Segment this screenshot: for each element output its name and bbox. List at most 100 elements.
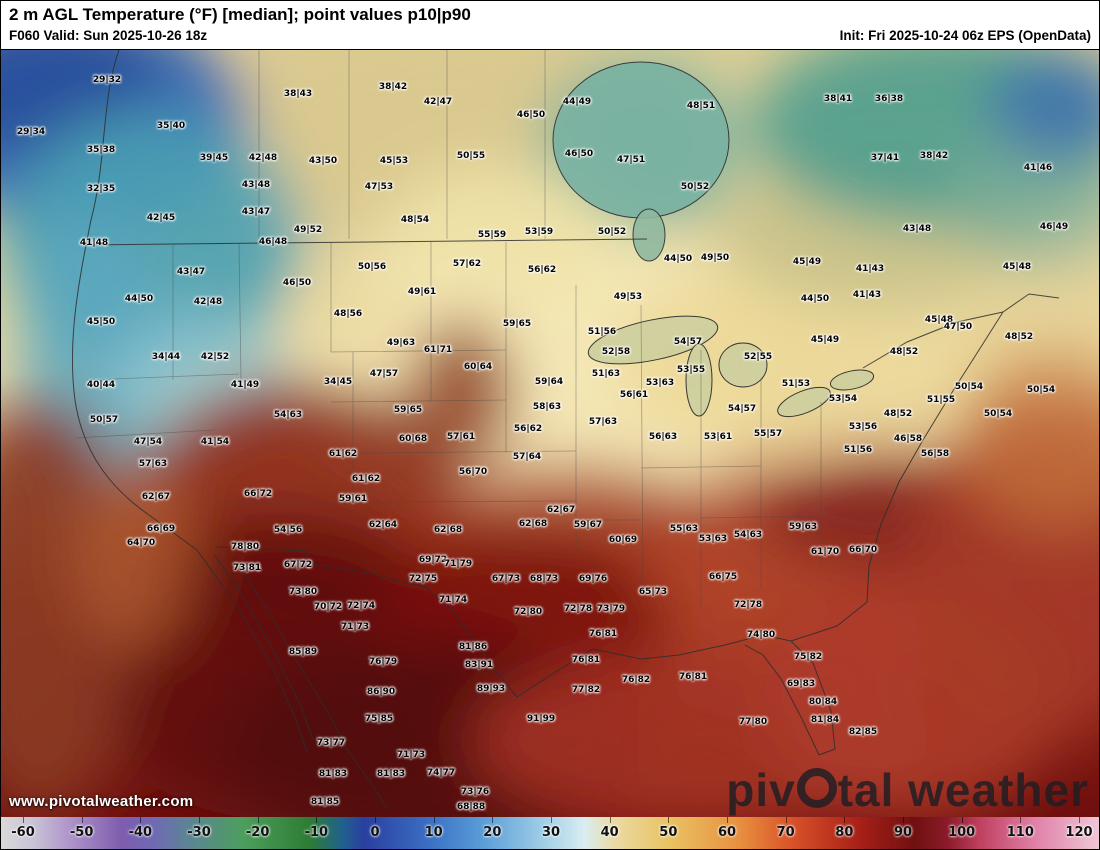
point-value: 29|32	[92, 75, 122, 85]
colorbar-tick-mark	[609, 817, 611, 823]
point-value: 61|71	[423, 345, 453, 355]
point-value: 42|48	[248, 153, 278, 163]
colorbar-tick-mark	[668, 817, 670, 823]
point-value: 56|61	[619, 390, 649, 400]
point-value: 81|83	[318, 769, 348, 779]
point-value: 61|70	[810, 547, 840, 557]
point-value: 59|64	[534, 377, 564, 387]
point-value: 48|52	[883, 409, 913, 419]
brand-watermark: piv tal weather	[726, 762, 1089, 818]
point-value: 41|48	[79, 238, 109, 248]
point-value: 71|73	[396, 750, 426, 760]
colorbar-tick-label: 40	[600, 825, 619, 840]
point-value: 52|55	[743, 352, 773, 362]
point-value: 50|52	[680, 182, 710, 192]
point-value: 47|53	[364, 182, 394, 192]
state-borders	[74, 50, 822, 610]
point-value: 50|54	[1026, 385, 1056, 395]
point-value: 66|75	[708, 572, 738, 582]
point-value: 53|63	[645, 378, 675, 388]
point-value: 48|51	[686, 101, 716, 111]
colorbar-tick-label: -50	[69, 825, 94, 840]
colorbar-tick-mark	[961, 817, 963, 823]
point-value: 51|53	[781, 379, 811, 389]
point-value: 69|72	[418, 555, 448, 565]
point-value: 72|78	[563, 604, 593, 614]
map-title: 2 m AGL Temperature (°F) [median]; point…	[9, 5, 471, 24]
point-value: 43|48	[241, 180, 271, 190]
point-value: 48|56	[333, 309, 363, 319]
colorbar-tick-label: 90	[893, 825, 913, 840]
point-value: 45|49	[792, 257, 822, 267]
point-value: 60|69	[608, 535, 638, 545]
point-value: 74|77	[426, 768, 456, 778]
point-value: 42|48	[193, 297, 223, 307]
great-lakes	[587, 315, 875, 418]
point-value: 59|65	[393, 405, 423, 415]
point-value: 86|90	[366, 687, 396, 697]
point-value: 46|50	[516, 110, 546, 120]
point-value: 81|84	[810, 715, 840, 725]
colorbar-tick-label: 110	[1006, 825, 1034, 840]
colorbar-tick-mark	[257, 817, 259, 823]
point-value: 74|80	[746, 630, 776, 640]
point-value: 78|80	[230, 542, 260, 552]
point-value: 46|49	[1039, 222, 1069, 232]
point-value: 50|52	[597, 227, 627, 237]
point-value: 50|57	[89, 415, 119, 425]
point-value: 55|57	[753, 429, 783, 439]
colorbar-tick-mark	[844, 817, 846, 823]
point-value: 50|54	[954, 382, 984, 392]
map-canvas[interactable]: 29|32 38|43 38|42 42|47 46|50 44|49 48|51 38|41…	[1, 49, 1099, 819]
point-value: 57|61	[446, 432, 476, 442]
point-value: 47|50	[943, 322, 973, 332]
colorbar-tick-label: 0	[370, 825, 380, 840]
point-value: 41|54	[200, 437, 230, 447]
point-value: 71|73	[340, 622, 370, 632]
point-value: 57|62	[452, 259, 482, 269]
colorbar-tick-label: 120	[1065, 825, 1093, 840]
point-value: 62|64	[368, 520, 398, 530]
point-value: 50|54	[983, 409, 1013, 419]
temperature-field-svg	[1, 50, 1099, 818]
colorbar: -60 -50 -40 -30 -20 -10 0 10 20 30 40 50 60 70 80 90 100…	[1, 817, 1099, 849]
point-value: 73|79	[596, 604, 626, 614]
point-value: 38|42	[378, 82, 408, 92]
point-value: 56|62	[527, 265, 557, 275]
point-value: 43|48	[902, 224, 932, 234]
colorbar-tick-label: 70	[776, 825, 795, 840]
point-value: 67|72	[283, 560, 313, 570]
point-value: 89|93	[476, 684, 506, 694]
colorbar-tick-label: 20	[483, 825, 502, 840]
point-value: 72|75	[408, 574, 438, 584]
point-value: 70|72	[313, 602, 343, 612]
colorbar-tick-mark	[433, 817, 435, 823]
point-value: 54|63	[273, 410, 303, 420]
point-value: 45|53	[379, 156, 409, 166]
point-value: 76|81	[571, 655, 601, 665]
point-value: 81|83	[376, 769, 406, 779]
temperature-regions	[1, 50, 1099, 818]
point-value: 59|63	[788, 522, 818, 532]
point-value: 71|79	[443, 559, 473, 569]
point-value: 54|57	[727, 404, 757, 414]
colorbar-tick-mark	[903, 817, 904, 823]
point-value: 60|68	[398, 434, 428, 444]
point-value: 73|81	[232, 563, 262, 573]
point-value: 51|55	[926, 395, 956, 405]
point-value: 73|80	[288, 587, 318, 597]
point-value: 37|41	[870, 153, 900, 163]
point-value: 59|65	[502, 319, 532, 329]
colorbar-tick-mark	[140, 817, 142, 823]
point-value: 50|55	[456, 151, 486, 161]
brand-text-pre: piv	[726, 764, 796, 816]
point-value: 72|78	[733, 600, 763, 610]
point-value: 44|50	[663, 254, 693, 264]
colorbar-tick-label: -60	[11, 825, 35, 840]
point-value: 47|51	[616, 155, 646, 165]
point-value: 76|81	[678, 672, 708, 682]
point-value: 49|52	[293, 225, 323, 235]
point-value: 75|85	[364, 714, 394, 724]
point-value: 52|58	[601, 347, 631, 357]
header: 2 m AGL Temperature (°F) [median]; point…	[1, 1, 1099, 49]
